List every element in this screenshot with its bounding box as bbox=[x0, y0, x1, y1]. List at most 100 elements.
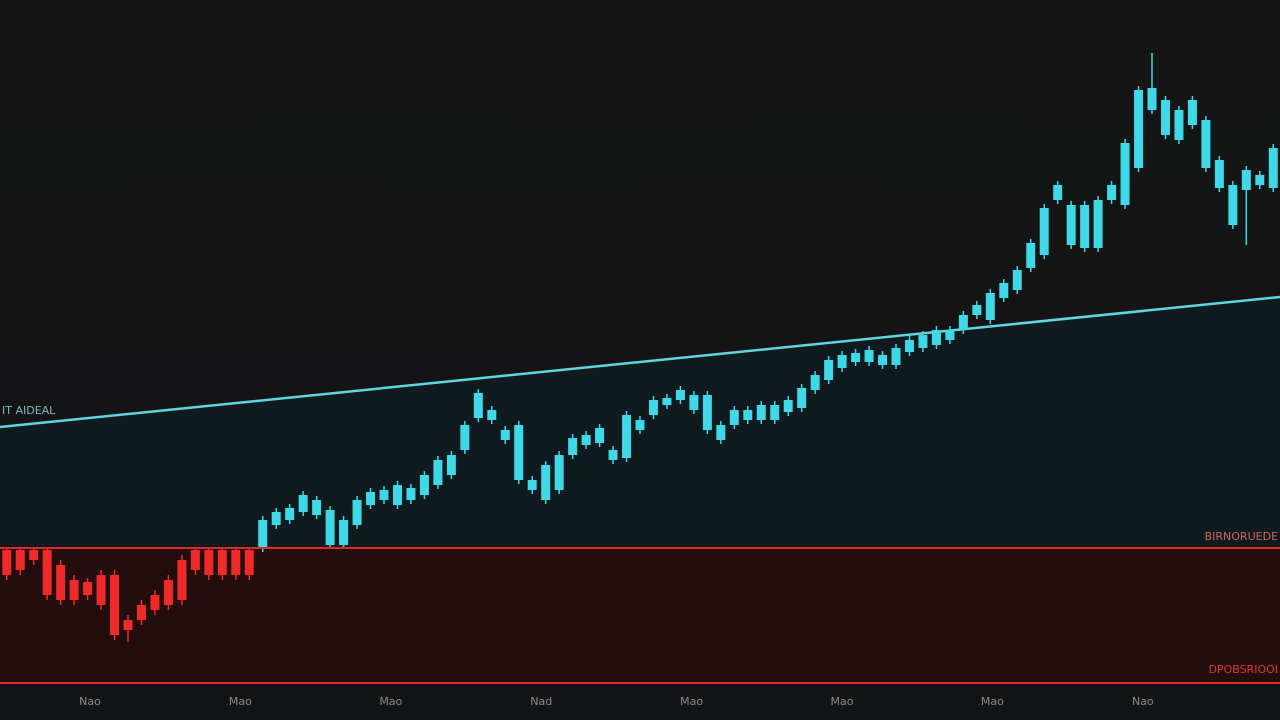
candle-body bbox=[527, 480, 537, 490]
candle-body bbox=[473, 393, 483, 418]
candle-body bbox=[851, 353, 861, 362]
candle-body bbox=[648, 400, 658, 415]
candle-body bbox=[581, 435, 591, 445]
candle-body bbox=[285, 508, 295, 520]
candle-body bbox=[904, 340, 914, 352]
candle-body bbox=[258, 520, 268, 548]
annotation: IT AIDEAL bbox=[2, 404, 56, 417]
x-tick-label: Mao bbox=[680, 695, 703, 708]
candle-body bbox=[460, 425, 470, 450]
candle-body bbox=[945, 330, 955, 340]
candle-body bbox=[595, 428, 605, 443]
x-tick-label: Mao bbox=[229, 695, 252, 708]
candle-body bbox=[487, 410, 497, 420]
candle-body bbox=[702, 395, 712, 430]
candle-body bbox=[931, 330, 941, 345]
candle-body bbox=[379, 490, 389, 500]
candle-body bbox=[797, 388, 807, 408]
candle-body bbox=[419, 475, 429, 495]
candle-body bbox=[837, 355, 847, 368]
candle-body bbox=[662, 398, 672, 405]
candle-body bbox=[756, 405, 766, 420]
candle-body bbox=[1255, 175, 1265, 185]
x-tick-label: Mao bbox=[379, 695, 402, 708]
candle-body bbox=[1268, 148, 1278, 188]
candle-body bbox=[1187, 100, 1197, 125]
candle-body bbox=[729, 410, 739, 425]
candle-body bbox=[1134, 90, 1144, 168]
candle-body bbox=[541, 465, 551, 500]
candle-body bbox=[83, 582, 93, 595]
candle-body bbox=[29, 550, 39, 560]
candle-body bbox=[1228, 185, 1238, 225]
candle-body bbox=[675, 390, 685, 400]
candle-body bbox=[878, 355, 888, 365]
candle-body bbox=[1012, 270, 1022, 290]
candle-body bbox=[433, 460, 443, 485]
candle-body bbox=[231, 550, 241, 575]
x-tick-label: Mao bbox=[831, 695, 854, 708]
candle-body bbox=[392, 485, 402, 505]
candle-body bbox=[352, 500, 362, 525]
candle-body bbox=[312, 500, 322, 515]
candle-body bbox=[1241, 170, 1251, 190]
candle-body bbox=[554, 455, 564, 490]
candle-body bbox=[1174, 110, 1184, 140]
annotation: DPOBSRIOOI bbox=[1208, 663, 1278, 676]
trendline bbox=[0, 295, 1280, 429]
annotation: BIRNORUEDE bbox=[1205, 530, 1278, 543]
candle-body bbox=[810, 375, 820, 390]
candle-body bbox=[1039, 208, 1049, 255]
candle-body bbox=[783, 400, 793, 412]
candle-body bbox=[770, 405, 780, 420]
candle-body bbox=[1026, 243, 1036, 268]
candle-body bbox=[244, 550, 254, 575]
candle-body bbox=[985, 293, 995, 320]
candle-body bbox=[1066, 205, 1076, 245]
candle-body bbox=[406, 488, 416, 500]
candle-body bbox=[1080, 205, 1090, 248]
candle-body bbox=[204, 550, 214, 575]
candle-body bbox=[56, 565, 66, 600]
candle-body bbox=[608, 450, 618, 460]
candle-body bbox=[69, 580, 79, 600]
candle-body bbox=[891, 348, 901, 365]
candle-body bbox=[123, 620, 133, 630]
candle-body bbox=[1214, 160, 1224, 188]
candle-body bbox=[366, 492, 376, 505]
candle-body bbox=[339, 520, 349, 545]
candle-body bbox=[918, 335, 928, 348]
candle-body bbox=[1107, 185, 1117, 200]
x-tick-label: Mao bbox=[981, 695, 1004, 708]
x-tick-label: Nad bbox=[530, 695, 552, 708]
candle-body bbox=[500, 430, 510, 440]
candle-body bbox=[15, 550, 25, 570]
candle-body bbox=[824, 360, 834, 380]
x-tick-label: Nao bbox=[79, 695, 101, 708]
candle-body bbox=[689, 395, 699, 410]
candle-body bbox=[2, 550, 12, 575]
candle-body bbox=[622, 415, 632, 458]
candle-body bbox=[1053, 185, 1063, 200]
candle-body bbox=[271, 512, 281, 525]
candle-body bbox=[1093, 200, 1103, 248]
candle-body bbox=[999, 283, 1009, 298]
candle-body bbox=[716, 425, 726, 440]
candle-body bbox=[150, 595, 160, 610]
candle-body bbox=[635, 420, 645, 430]
candle-body bbox=[514, 425, 524, 480]
candle-body bbox=[1120, 143, 1130, 205]
candle-body bbox=[190, 550, 200, 570]
candle-body bbox=[1160, 100, 1170, 135]
candle-body bbox=[743, 410, 753, 420]
candle-body bbox=[177, 560, 187, 600]
candle-body bbox=[96, 575, 106, 605]
candle-body bbox=[446, 455, 456, 475]
candle-body bbox=[1201, 120, 1211, 168]
candle-body bbox=[958, 315, 968, 330]
candle-body bbox=[136, 605, 146, 620]
x-tick-label: Nao bbox=[1132, 695, 1154, 708]
candle-body bbox=[568, 438, 578, 455]
candle-body bbox=[217, 550, 227, 575]
